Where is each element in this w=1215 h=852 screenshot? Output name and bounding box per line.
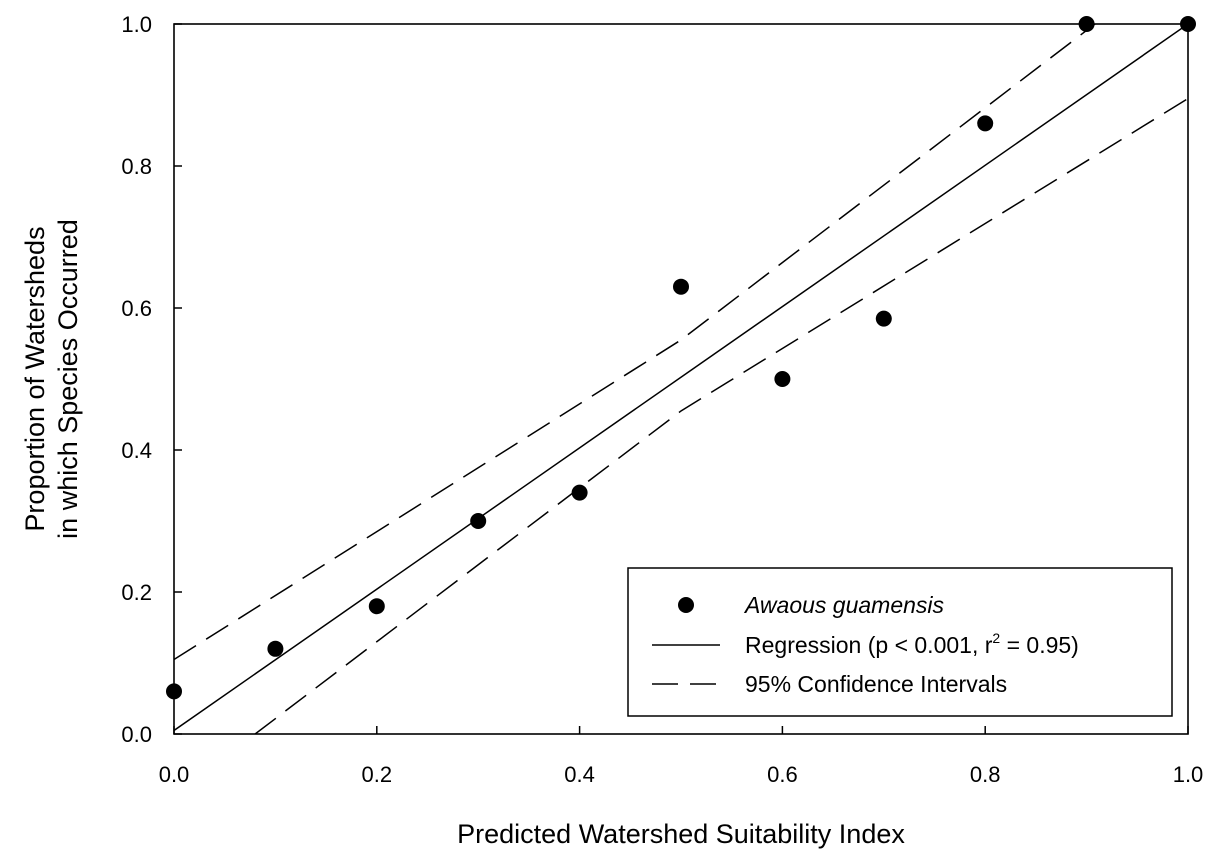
y-tick-label: 0.4	[121, 438, 152, 463]
data-point	[166, 683, 182, 700]
data-point	[1180, 16, 1196, 32]
plot-frame	[173, 23, 1189, 735]
x-tick-label: 0.4	[564, 762, 595, 787]
x-axis-title: Predicted Watershed Suitability Index	[457, 819, 905, 849]
data-point	[977, 115, 994, 132]
x-tick-label: 0.2	[362, 762, 393, 787]
data-point	[1078, 16, 1095, 32]
x-tick-label: 1.0	[1173, 762, 1204, 787]
legend-label-confidence: 95% Confidence Intervals	[745, 671, 1007, 697]
y-axis-ticks: 0.0 0.2 0.4 0.6 0.8 1.0	[121, 12, 182, 747]
regression-lines	[174, 24, 1188, 734]
y-tick-label: 0.6	[121, 296, 152, 321]
legend: Awaous guamensis Regression (p < 0.001, …	[627, 567, 1173, 717]
regression-line	[174, 24, 1188, 732]
data-point	[774, 371, 791, 387]
legend-regression-superscript: 2	[992, 630, 1000, 646]
legend-label-regression: Regression (p < 0.001, r2 = 0.95)	[745, 630, 1079, 658]
lower-confidence-line	[254, 97, 1188, 734]
legend-label-points: Awaous guamensis	[743, 592, 945, 618]
data-point	[673, 278, 689, 295]
y-axis-title: Proportion of Watersheds in which Specie…	[20, 219, 83, 539]
legend-box	[627, 567, 1173, 717]
data-points	[166, 16, 1196, 700]
y-axis-title-line2: in which Species Occurred	[53, 219, 83, 539]
legend-regression-prefix: Regression (p < 0.001, r	[745, 632, 993, 658]
legend-marker-points	[678, 597, 694, 613]
x-axis-ticks: 0.0 0.2 0.4 0.6 0.8 1.0	[159, 726, 1204, 787]
data-point	[571, 484, 588, 501]
data-point	[875, 310, 892, 327]
y-tick-label: 0.2	[121, 580, 152, 605]
legend-regression-suffix: = 0.95)	[1000, 632, 1079, 658]
y-tick-label: 0.0	[121, 722, 152, 747]
data-point	[267, 640, 284, 657]
data-point	[368, 598, 385, 615]
y-tick-label: 1.0	[121, 12, 152, 37]
upper-confidence-line	[174, 24, 1097, 661]
y-tick-label: 0.8	[121, 154, 152, 179]
x-tick-label: 0.6	[767, 762, 798, 787]
x-tick-label: 0.0	[159, 762, 190, 787]
data-point	[470, 513, 487, 529]
x-tick-label: 0.8	[970, 762, 1001, 787]
y-axis-title-line1: Proportion of Watersheds	[20, 226, 50, 531]
